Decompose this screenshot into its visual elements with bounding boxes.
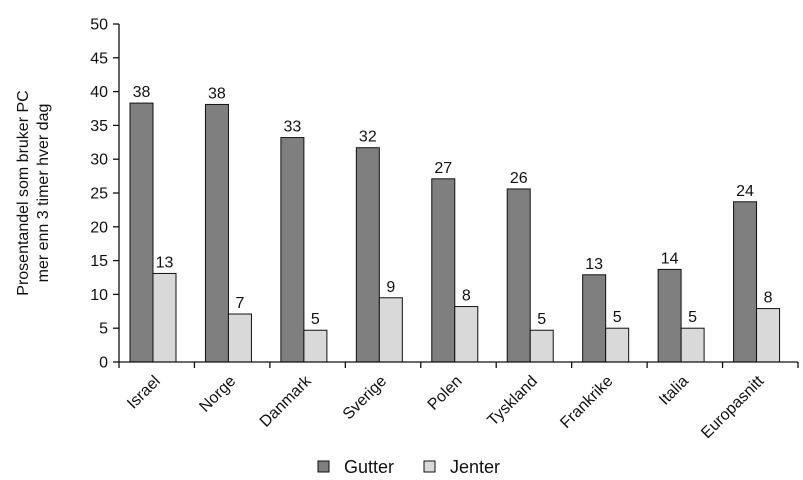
- y-axis: 0 5 10 15 20 25 30 35 40 45 50: [90, 17, 120, 372]
- bar-gutter-norge: [204, 103, 229, 363]
- y-tick-label: 50: [90, 17, 108, 34]
- bar-jenter-israel: [152, 272, 177, 363]
- bars: 38 13 38 7 33 5 32 9 27 8 26 5 13 5 14 5 24 8: [129, 84, 781, 363]
- bar-jenter-italia: [680, 327, 705, 363]
- category-label: Frankrike: [557, 373, 616, 432]
- y-axis-title-group: Prosentandel som bruker PC mer enn 3 time…: [15, 90, 52, 295]
- data-label-jenter: 8: [462, 288, 471, 305]
- x-axis: Israel Norge Danmark Sverige Polen Tyskland Fr…: [118, 361, 799, 442]
- y-axis-title-line: Prosentandel som bruker PC: [15, 90, 32, 295]
- y-tick-label: 35: [90, 118, 108, 135]
- data-label-gutter: 33: [283, 119, 301, 136]
- y-tick-label: 45: [90, 50, 108, 67]
- bar-gutter-europasnitt: [733, 201, 758, 363]
- y-tick-label: 30: [90, 152, 108, 169]
- data-label-jenter: 5: [537, 311, 546, 328]
- category-label: Norge: [196, 373, 239, 416]
- legend: Gutter Jenter: [317, 457, 500, 477]
- y-tick-label: 40: [90, 84, 108, 101]
- y-tick-label: 10: [90, 287, 108, 304]
- data-label-gutter: 14: [661, 250, 679, 267]
- bar-jenter-tyskland: [529, 329, 554, 363]
- bar-jenter-norge: [227, 313, 252, 363]
- data-label-gutter: 24: [736, 183, 754, 200]
- bar-jenter-danmark: [303, 329, 328, 363]
- legend-label-jenter: Jenter: [450, 457, 500, 477]
- category-label: Danmark: [257, 372, 316, 431]
- y-tick-label: 25: [90, 186, 108, 203]
- data-label-gutter: 26: [510, 170, 528, 187]
- data-label-jenter: 5: [613, 309, 622, 326]
- bar-gutter-frankrike: [582, 274, 607, 363]
- y-tick-label: 20: [90, 219, 108, 236]
- bar-gutter-polen: [431, 178, 456, 363]
- category-label: Europasnitt: [698, 372, 768, 442]
- bar-gutter-italia: [657, 268, 682, 363]
- bar-jenter-sverige: [378, 297, 403, 363]
- data-label-jenter: 8: [764, 290, 773, 307]
- y-tick-label: 5: [99, 321, 108, 338]
- data-label-gutter: 38: [133, 84, 151, 101]
- data-label-gutter: 38: [208, 85, 226, 102]
- bar-jenter-frankrike: [605, 327, 630, 363]
- data-label-jenter: 5: [311, 311, 320, 328]
- data-label-jenter: 13: [156, 254, 174, 271]
- legend-label-gutter: Gutter: [344, 457, 394, 477]
- category-label: Polen: [425, 373, 466, 414]
- y-axis-title-line: mer enn 3 timer hver dag: [35, 104, 52, 283]
- category-label: Italia: [656, 373, 692, 409]
- bar-jenter-polen: [454, 306, 479, 363]
- legend-swatch-gutter: [317, 460, 330, 473]
- bar-jenter-europasnitt: [756, 308, 781, 363]
- data-label-jenter: 5: [688, 309, 697, 326]
- bar-gutter-danmark: [280, 137, 305, 363]
- y-axis-title: Prosentandel som bruker PC mer enn 3 time…: [15, 90, 52, 295]
- data-label-jenter: 7: [235, 295, 244, 312]
- bar-gutter-sverige: [355, 147, 380, 363]
- data-label-gutter: 27: [434, 160, 452, 177]
- legend-swatch-jenter: [423, 460, 436, 473]
- bar-gutter-tyskland: [506, 188, 531, 363]
- data-label-gutter: 32: [359, 129, 377, 146]
- category-label: Tyskland: [484, 373, 541, 430]
- data-label-jenter: 9: [386, 279, 395, 296]
- category-label: Israel: [124, 373, 164, 413]
- y-tick-label: 15: [90, 253, 108, 270]
- bar-gutter-israel: [129, 102, 154, 363]
- y-tick-label: 0: [99, 355, 108, 372]
- category-label: Sverige: [340, 373, 390, 423]
- data-label-gutter: 13: [585, 256, 603, 273]
